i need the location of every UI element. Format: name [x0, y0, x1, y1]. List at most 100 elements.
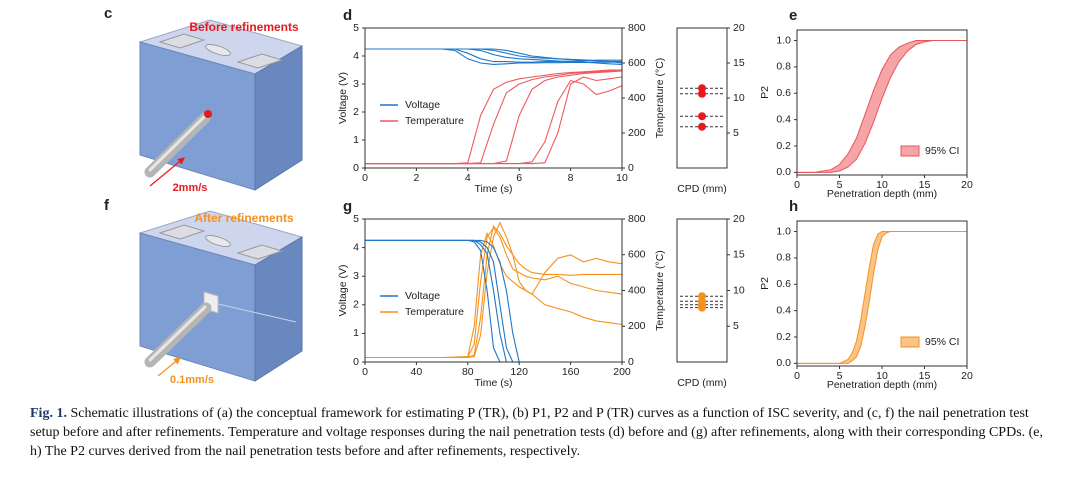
series-line: [365, 70, 622, 165]
panel-label: h: [789, 198, 798, 215]
panel-label: c: [104, 5, 112, 22]
plot-frame: [676, 218, 728, 363]
series-line: [365, 70, 623, 165]
cpd-dot: [698, 122, 706, 131]
y2-tick-label: 200: [628, 127, 646, 139]
arrow: [149, 157, 185, 187]
x-tick-label: 10: [876, 179, 888, 191]
legend-label: 95% CI: [925, 336, 959, 348]
x-tick-label: 160: [562, 366, 580, 378]
plot-frame: [676, 27, 728, 169]
x-tick-label: 0: [794, 370, 800, 382]
x-axis-label: CPD (mm): [677, 377, 727, 389]
series-line: [365, 76, 623, 165]
panel-label: f: [104, 197, 110, 214]
panel-label: e: [789, 7, 797, 24]
arrow: [157, 357, 181, 377]
y-tick-label: 1.0: [776, 225, 791, 237]
speed: 0.1mm/s: [170, 374, 214, 386]
schematic-c: c Before refinements 2mm/s: [104, 5, 303, 194]
y2-tick-label: 20: [733, 213, 745, 225]
x-tick-label: 80: [462, 366, 474, 378]
series-line: [365, 48, 623, 64]
x-tick-label: 40: [411, 366, 423, 378]
series-line: [365, 221, 623, 359]
y2-tick-label: 200: [628, 320, 646, 332]
speed: 2mm/s: [173, 182, 208, 194]
y-tick-label: 3: [353, 78, 359, 90]
y-tick-label: 0.4: [776, 113, 791, 125]
y-tick-label: 0.0: [776, 166, 791, 178]
x-tick-label: 0: [794, 179, 800, 191]
plot-frame: [796, 29, 968, 176]
x-tick-label: 200: [613, 366, 631, 378]
y-tick-label: 5: [353, 22, 359, 34]
x-tick-label: 6: [516, 172, 522, 184]
x-tick-label: 20: [961, 370, 973, 382]
x-tick-label: 20: [961, 179, 973, 191]
y-tick-label: 0.0: [776, 357, 791, 369]
y2-axis-label: Temperature (°C): [654, 250, 666, 331]
x-tick-label: 0: [362, 172, 368, 184]
y-tick-label: 2: [353, 106, 359, 118]
y-tick-label: 0.6: [776, 278, 791, 290]
x-tick-label: 10: [876, 370, 888, 382]
x-axis-label: CPD (mm): [677, 183, 727, 195]
y-tick-label: 0.8: [776, 61, 791, 73]
cpd-dot: [698, 112, 706, 121]
y2-tick-label: 0: [628, 162, 634, 174]
plot-frame: [364, 27, 623, 169]
y-tick-label: 0.2: [776, 140, 791, 152]
y-axis-label: P2: [759, 277, 771, 290]
plot-frame: [364, 218, 623, 363]
caption-label: Fig. 1.: [30, 406, 67, 421]
legend-label: Temperature: [405, 115, 464, 127]
legend-label: Voltage: [405, 290, 440, 302]
y-tick-label: 0.2: [776, 331, 791, 343]
panel-label: g: [343, 198, 352, 215]
ci-edge: [797, 231, 967, 364]
y-tick-label: 1.0: [776, 34, 791, 46]
x-tick-label: 2: [413, 172, 419, 184]
legend-label: Voltage: [405, 99, 440, 111]
x-axis-label: Penetration depth (mm): [827, 379, 937, 391]
schematic-title: Before refinements: [189, 20, 299, 34]
legend-label: Temperature: [405, 306, 464, 318]
x-tick-label: 120: [510, 366, 528, 378]
y2-axis-label: Temperature (°C): [654, 58, 666, 139]
x-tick-label: 4: [465, 172, 471, 184]
nail-highlight: [148, 305, 207, 362]
scribe-line: [217, 303, 297, 323]
y-tick-label: 0: [353, 356, 359, 368]
y2-tick-label: 600: [628, 249, 646, 261]
y2-tick-label: 15: [733, 57, 745, 69]
schematic-f: f After refinements 0.1mm/s: [104, 197, 303, 386]
x-tick-label: 5: [837, 179, 843, 191]
legend-label: 95% CI: [925, 145, 959, 157]
nail-highlight: [148, 115, 206, 172]
x-tick-label: 15: [919, 370, 931, 382]
y2-tick-label: 10: [733, 92, 745, 104]
y-tick-label: 2: [353, 299, 359, 311]
contact-point: [204, 110, 212, 118]
y2-tick-label: 0: [628, 356, 634, 368]
panel-label: d: [343, 7, 352, 24]
plot-frame: [796, 220, 968, 367]
y2-tick-label: 5: [733, 320, 739, 332]
y2-tick-label: 400: [628, 92, 646, 104]
legend-swatch: [900, 145, 920, 157]
x-axis-label: Time (s): [474, 377, 512, 389]
y2-tick-label: 800: [628, 22, 646, 34]
y-axis-label: Voltage (V): [337, 265, 349, 317]
x-axis-label: Penetration depth (mm): [827, 188, 937, 200]
y-tick-label: 1: [353, 327, 359, 339]
y2-tick-label: 5: [733, 127, 739, 139]
x-tick-label: 15: [919, 179, 931, 191]
x-tick-label: 10: [616, 172, 628, 184]
y-tick-label: 0: [353, 162, 359, 174]
cpd-dot: [698, 84, 706, 93]
y-axis-label: Voltage (V): [337, 72, 349, 124]
y-tick-label: 5: [353, 213, 359, 225]
ci-edge: [797, 40, 967, 173]
